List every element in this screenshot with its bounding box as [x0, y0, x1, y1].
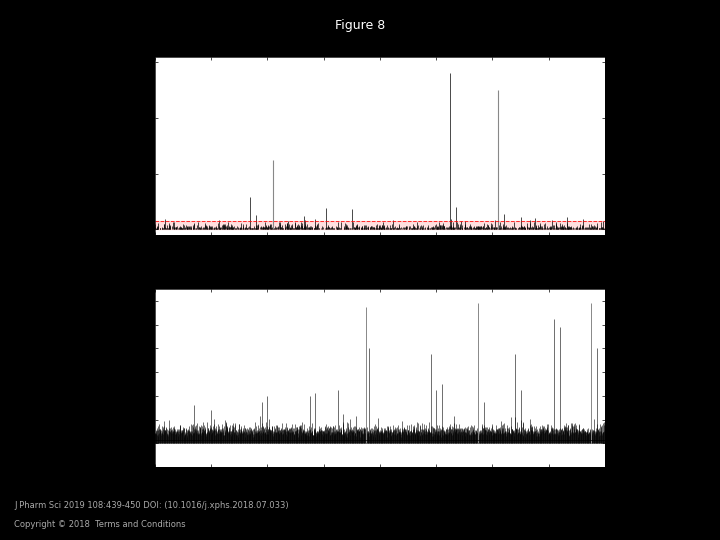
Text: b: b	[114, 280, 125, 295]
Y-axis label: DModX: DModX	[126, 360, 135, 396]
Bar	[155, 221, 605, 230]
X-axis label: Time (s): Time (s)	[359, 487, 401, 496]
Text: Figure 8: Figure 8	[335, 19, 385, 32]
Y-axis label: Hotelling's T²: Hotelling's T²	[120, 111, 130, 180]
Text: Copyright © 2018  Terms and Conditions: Copyright © 2018 Terms and Conditions	[14, 520, 186, 529]
Text: J Pharm Sci 2019 108:439-450 DOI: (10.1016/j.xphs.2018.07.033): J Pharm Sci 2019 108:439-450 DOI: (10.10…	[14, 501, 289, 510]
Text: a: a	[114, 48, 125, 63]
